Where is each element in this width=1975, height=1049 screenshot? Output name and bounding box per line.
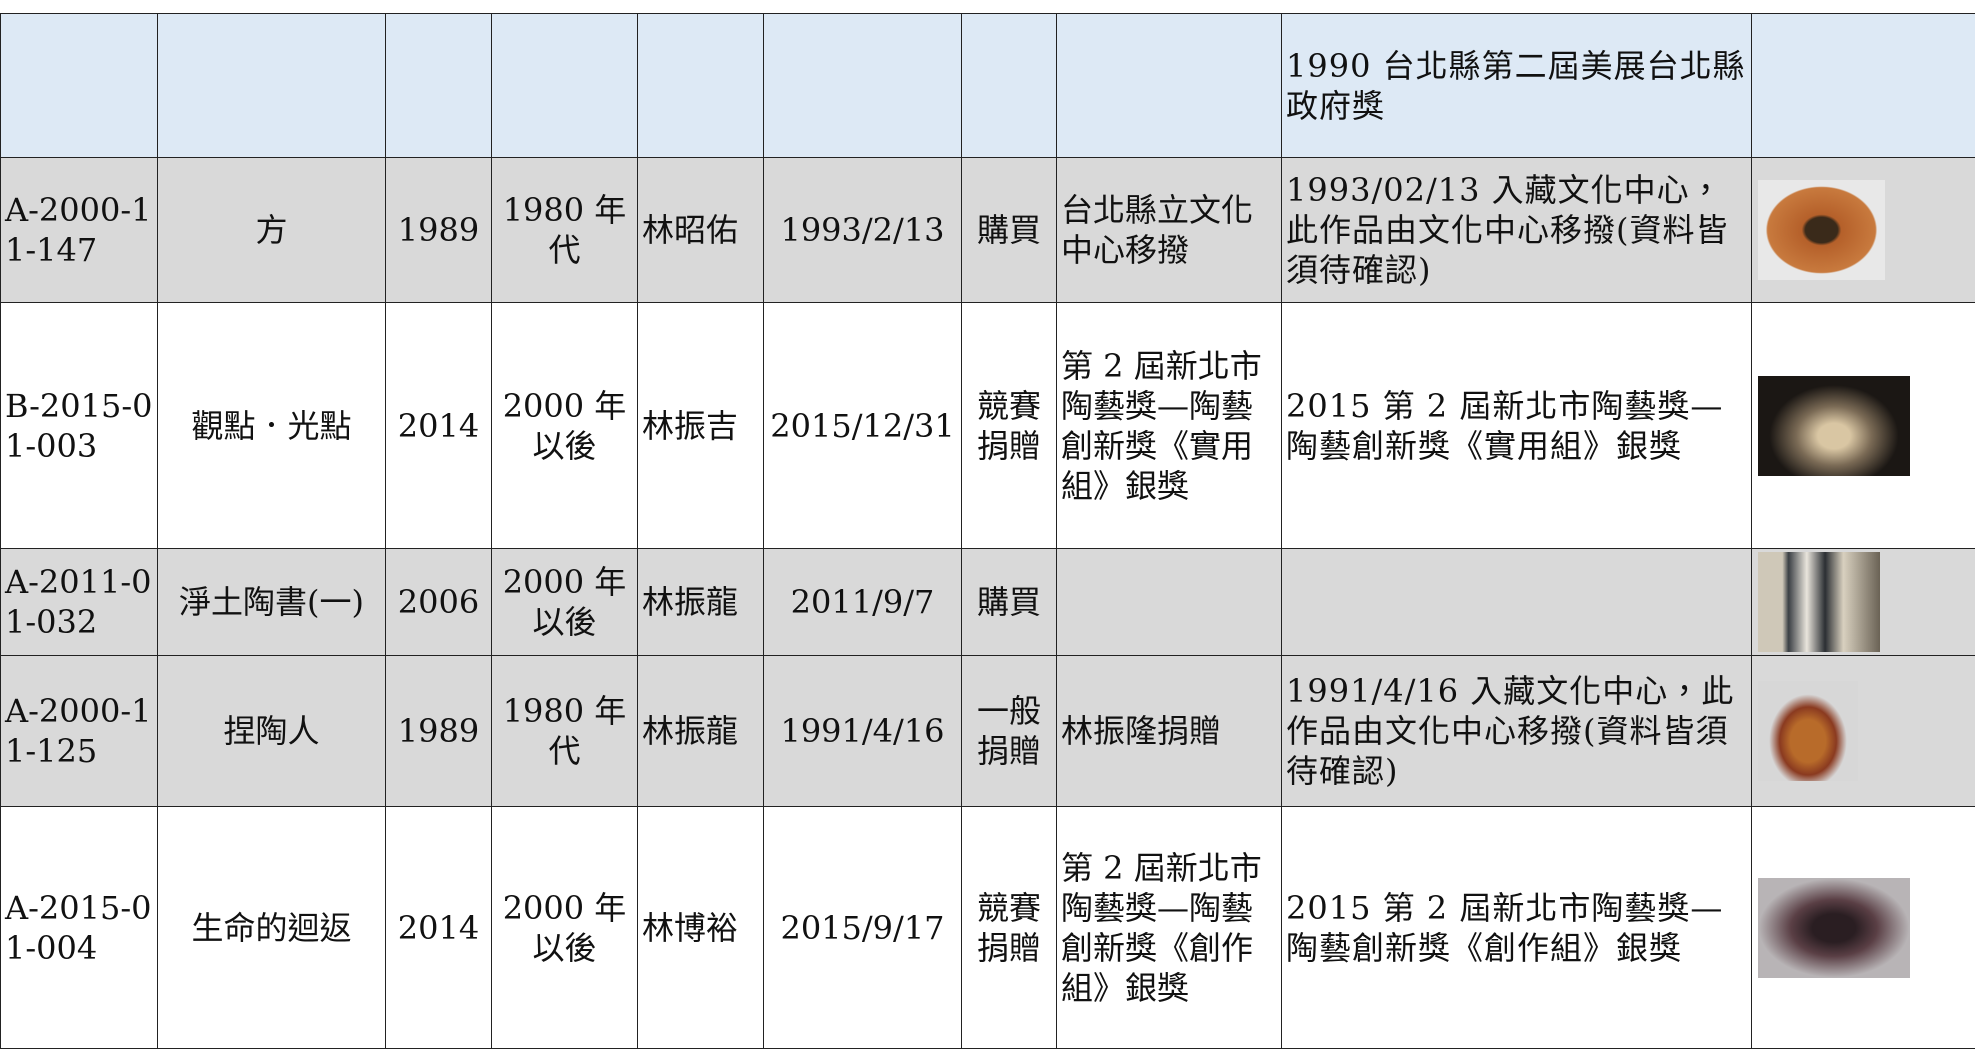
cell-artist: 林博裕 bbox=[638, 807, 764, 1049]
cell-date: 1991/4/16 bbox=[764, 656, 962, 807]
cell-date bbox=[764, 14, 962, 158]
cell-title: 方 bbox=[158, 158, 386, 303]
artwork-thumbnail bbox=[1758, 878, 1910, 978]
cell-period: 2000 年以後 bbox=[492, 807, 638, 1049]
cell-date: 2011/9/7 bbox=[764, 549, 962, 656]
cell-period: 2000 年以後 bbox=[492, 549, 638, 656]
cell-image bbox=[1752, 549, 1975, 656]
cell-artist: 林振龍 bbox=[638, 656, 764, 807]
cell-method: 一般捐贈 bbox=[962, 656, 1057, 807]
cell-id: B-2015-01-003 bbox=[1, 303, 158, 549]
cell-note bbox=[1282, 549, 1752, 656]
cell-year: 1989 bbox=[386, 158, 492, 303]
cell-title: 觀點．光點 bbox=[158, 303, 386, 549]
cell-image bbox=[1752, 14, 1975, 158]
cell-note: 1993/02/13 入藏文化中心，此作品由文化中心移撥(資料皆須待確認) bbox=[1282, 158, 1752, 303]
cell-method: 競賽捐贈 bbox=[962, 303, 1057, 549]
cell-title bbox=[158, 14, 386, 158]
cell-period: 1980 年代 bbox=[492, 158, 638, 303]
cell-method: 購買 bbox=[962, 158, 1057, 303]
cell-image bbox=[1752, 303, 1975, 549]
cell-period: 2000 年以後 bbox=[492, 303, 638, 549]
cell-image bbox=[1752, 158, 1975, 303]
cell-note: 2015 第 2 屆新北市陶藝獎—陶藝創新獎《實用組》銀獎 bbox=[1282, 303, 1752, 549]
cell-source bbox=[1057, 14, 1282, 158]
cell-id: A-2000-11-125 bbox=[1, 656, 158, 807]
cell-note: 1991/4/16 入藏文化中心，此作品由文化中心移撥(資料皆須待確認) bbox=[1282, 656, 1752, 807]
artwork-thumbnail bbox=[1758, 681, 1858, 781]
cell-title: 捏陶人 bbox=[158, 656, 386, 807]
cell-source bbox=[1057, 549, 1282, 656]
cell-id: A-2015-01-004 bbox=[1, 807, 158, 1049]
cell-date: 2015/12/31 bbox=[764, 303, 962, 549]
artwork-thumbnail bbox=[1758, 180, 1885, 280]
cell-artist: 林昭佑 bbox=[638, 158, 764, 303]
cell-title: 生命的迴返 bbox=[158, 807, 386, 1049]
cell-id: A-2011-01-032 bbox=[1, 549, 158, 656]
cell-note: 2015 第 2 屆新北市陶藝獎—陶藝創新獎《創作組》銀獎 bbox=[1282, 807, 1752, 1049]
cell-method bbox=[962, 14, 1057, 158]
cell-artist bbox=[638, 14, 764, 158]
cell-source: 林振隆捐贈 bbox=[1057, 656, 1282, 807]
cell-year: 2014 bbox=[386, 303, 492, 549]
cell-period bbox=[492, 14, 638, 158]
cell-source: 第 2 屆新北市陶藝獎—陶藝創新獎《實用組》銀獎 bbox=[1057, 303, 1282, 549]
cell-note: 1990 台北縣第二屆美展台北縣政府獎 bbox=[1282, 14, 1752, 158]
cell-artist: 林振龍 bbox=[638, 549, 764, 656]
cell-artist: 林振吉 bbox=[638, 303, 764, 549]
cell-year: 2014 bbox=[386, 807, 492, 1049]
cell-source: 第 2 屆新北市陶藝獎—陶藝創新獎《創作組》銀獎 bbox=[1057, 807, 1282, 1049]
cell-method: 購買 bbox=[962, 549, 1057, 656]
cell-year bbox=[386, 14, 492, 158]
cell-year: 1989 bbox=[386, 656, 492, 807]
cell-image bbox=[1752, 656, 1975, 807]
cell-source: 台北縣立文化中心移撥 bbox=[1057, 158, 1282, 303]
cell-date: 2015/9/17 bbox=[764, 807, 962, 1049]
cell-method: 競賽捐贈 bbox=[962, 807, 1057, 1049]
artwork-thumbnail bbox=[1758, 552, 1880, 652]
cell-year: 2006 bbox=[386, 549, 492, 656]
cell-period: 1980 年代 bbox=[492, 656, 638, 807]
cell-id bbox=[1, 14, 158, 158]
cell-date: 1993/2/13 bbox=[764, 158, 962, 303]
cell-title: 淨土陶書(一) bbox=[158, 549, 386, 656]
artwork-thumbnail bbox=[1758, 376, 1910, 476]
cell-image bbox=[1752, 807, 1975, 1049]
table-row: 1990 台北縣第二屆美展台北縣政府獎 bbox=[1, 14, 1975, 158]
cell-id: A-2000-11-147 bbox=[1, 158, 158, 303]
